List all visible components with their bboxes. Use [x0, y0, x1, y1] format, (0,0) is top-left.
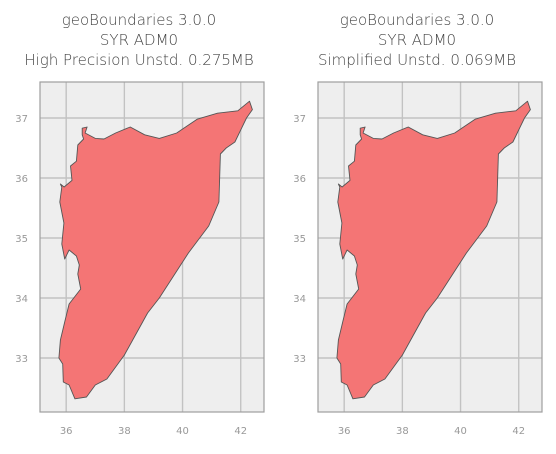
y-tick-label: 34	[293, 294, 306, 305]
x-tick-label: 36	[338, 426, 351, 437]
y-tick-label: 37	[15, 114, 28, 125]
x-tick-label: 40	[176, 426, 189, 437]
country-boundary-shape	[336, 100, 531, 400]
title-line-country: SYR ADM0	[99, 31, 179, 49]
title-line-country: SYR ADM0	[377, 31, 457, 49]
title-line-variant: Simplified Unstd. 0.069MB	[317, 51, 517, 69]
y-tick-label: 37	[293, 114, 306, 125]
map-panel-simplified: geoBoundaries 3.0.0 SYR ADM0 Simplified …	[278, 0, 556, 454]
y-tick-label: 33	[293, 354, 306, 365]
y-tick-label: 35	[15, 234, 28, 245]
map-axes: 36 38 40 42 33 34 35 36 37	[15, 81, 265, 437]
panel-title: geoBoundaries 3.0.0 SYR ADM0 High Precis…	[0, 10, 278, 70]
panel-title: geoBoundaries 3.0.0 SYR ADM0 Simplified …	[278, 10, 556, 70]
title-line-variant: High Precision Unstd. 0.275MB	[24, 51, 254, 69]
x-tick-label: 38	[118, 426, 131, 437]
x-tick-label: 36	[60, 426, 73, 437]
x-tick-label: 42	[512, 426, 525, 437]
y-tick-label: 35	[293, 234, 306, 245]
plot-frame	[317, 81, 543, 413]
x-tick-label: 38	[396, 426, 409, 437]
map-panel-high-precision: geoBoundaries 3.0.0 SYR ADM0 High Precis…	[0, 10, 278, 437]
plot-frame	[39, 81, 265, 413]
title-line-dataset: geoBoundaries 3.0.0	[339, 11, 495, 29]
y-tick-label: 36	[15, 174, 28, 185]
y-tick-label: 34	[15, 294, 28, 305]
x-tick-label: 40	[454, 426, 467, 437]
map-axes: 36 38 40 42 33 34 35 36 37	[293, 81, 543, 437]
x-tick-label: 42	[234, 426, 247, 437]
y-tick-label: 36	[293, 174, 306, 185]
y-tick-label: 33	[15, 354, 28, 365]
title-line-dataset: geoBoundaries 3.0.0	[61, 11, 217, 29]
country-boundary-shape	[58, 100, 253, 400]
